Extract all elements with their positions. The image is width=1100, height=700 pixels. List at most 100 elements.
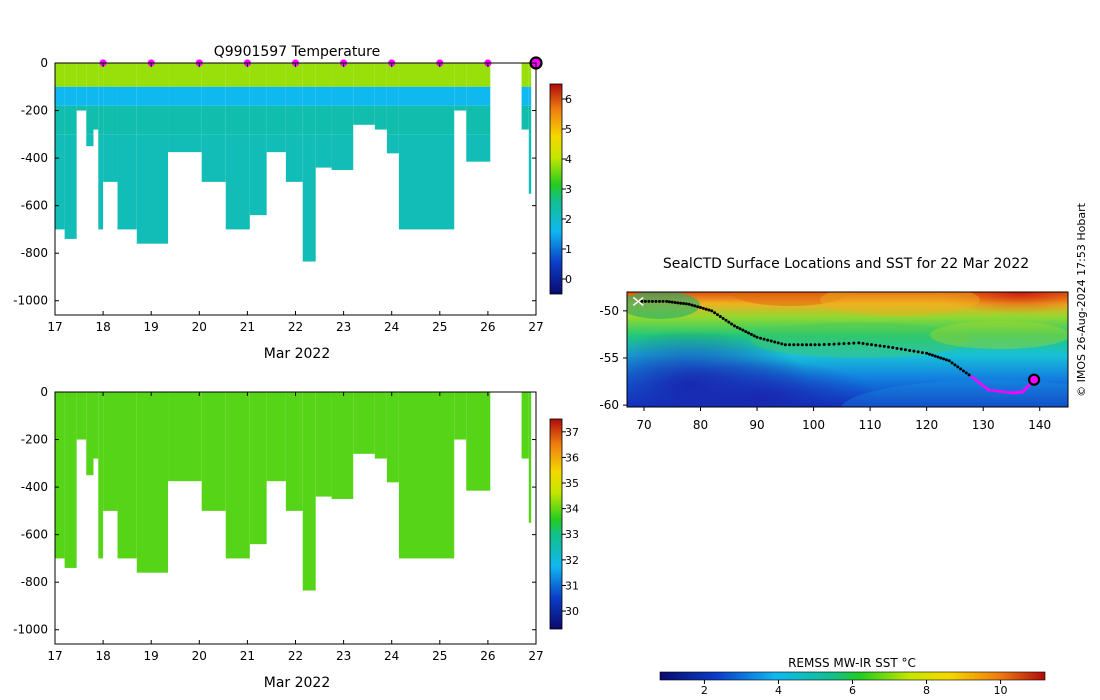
temperature-profile-cell [302,86,316,106]
map-lat-tick-label: -50 [599,304,619,318]
track-point [947,359,951,363]
track-point [707,308,711,312]
salinity-x-tick-label: 25 [432,649,447,663]
temperature-profile-cell [103,86,118,106]
track-point [925,351,929,355]
temperature-profile-cell [386,63,399,87]
track-point [827,342,831,346]
track-point [658,299,662,303]
temperature-profile-cell [93,105,99,130]
temperature-x-tick-label: 25 [432,320,447,334]
salinity-colorbar-label: 34 [565,503,579,516]
temperature-profile-cell [98,134,104,230]
salinity-profile-cell [466,392,491,491]
track-point [805,343,809,347]
salinity-colorbar-label: 30 [565,605,579,618]
temperature-profile-cell [117,86,137,106]
track-point [783,343,787,347]
salinity-x-tick-label: 26 [480,649,495,663]
temperature-profile-cell [76,63,87,87]
track-point [908,348,912,352]
salinity-profile-cell [331,392,354,499]
track-point [682,302,686,306]
salinity-month-label: Mar 2022 [264,675,331,691]
temperature-x-tick-label: 19 [144,320,159,334]
track-point [788,343,792,347]
map-lon-tick-label: 130 [972,418,995,432]
temperature-y-tick-label: -1000 [13,294,48,308]
temperature-profile-cell [454,86,467,106]
temperature-colorbar-label: 3 [565,183,572,196]
track-point [721,316,725,320]
salinity-profile-cell [315,392,332,497]
salinity-y-tick-label: -600 [21,528,48,542]
temperature-y-tick-label: -400 [21,151,48,165]
temperature-profile-cell [93,63,99,87]
temperature-profile-cell [249,86,267,106]
track-point [710,309,714,313]
salinity-y-tick-label: -400 [21,480,48,494]
temperature-profile-cell [168,105,202,135]
salinity-colorbar [549,418,563,630]
temperature-profile-cell [454,105,467,111]
track-point [701,306,705,310]
track-point [995,389,999,393]
temperature-colorbar-label: 5 [565,123,572,136]
salinity-profile-cell [64,392,77,568]
track-point [647,299,651,303]
track-point [983,385,987,389]
temperature-x-tick-label: 21 [240,320,255,334]
track-point [891,346,895,350]
temperature-profile-cell [225,63,250,87]
temperature-profile-cell [302,63,316,87]
salinity-profile-cell [98,392,104,559]
temperature-profile-cell [86,105,94,135]
track-point [773,340,777,344]
salinity-profile-cell [285,392,303,511]
temperature-profile-cell [86,86,94,106]
salinity-x-tick-label: 24 [384,649,399,663]
track-point [842,342,846,346]
temperature-profile-cell [168,63,202,87]
temperature-profile-cell [398,105,455,135]
temperature-profile-cell [374,86,387,106]
temperature-profile-cell [64,86,77,106]
salinity-x-tick-label: 19 [144,649,159,663]
salinity-profile-cell [386,392,399,483]
track-point [690,303,694,307]
salinity-x-tick-label: 22 [288,649,303,663]
temperature-profile-cell [386,105,399,135]
track-point [930,353,934,357]
track-point [899,347,903,351]
track-point [927,352,931,356]
salinity-panel: 17 18 19 20 21 22 23 24 25 26 27 0 -200 -400 -600 -800… [13,385,579,691]
temperature-profile-cell [331,105,354,135]
salinity-profile-cell [302,392,316,591]
salinity-profile-cell [117,392,137,559]
track-point [817,343,821,347]
track-point [741,328,745,332]
track-point [964,371,968,375]
track-point [967,373,971,377]
track-point [735,325,739,329]
track-point [747,331,751,335]
track-point [993,389,996,393]
salinity-profile-cell [168,392,202,482]
temperature-profile-cell [136,105,169,135]
temperature-profile-cell [201,86,226,106]
track-point [974,378,978,382]
track-point [673,300,677,304]
temperature-profile-cell [466,105,491,135]
salinity-x-tick-label: 21 [240,649,255,663]
temperature-profile-cell [93,86,99,106]
salinity-x-tick-label: 23 [336,649,351,663]
track-point [916,350,920,354]
track-point [920,351,924,355]
track-point [738,327,742,331]
track-point [847,341,851,345]
temperature-profile-cell [86,63,94,87]
salinity-x-tick-label: 27 [528,649,543,663]
temperature-profile-cell [103,134,118,182]
temperature-profile-cell [136,134,169,244]
